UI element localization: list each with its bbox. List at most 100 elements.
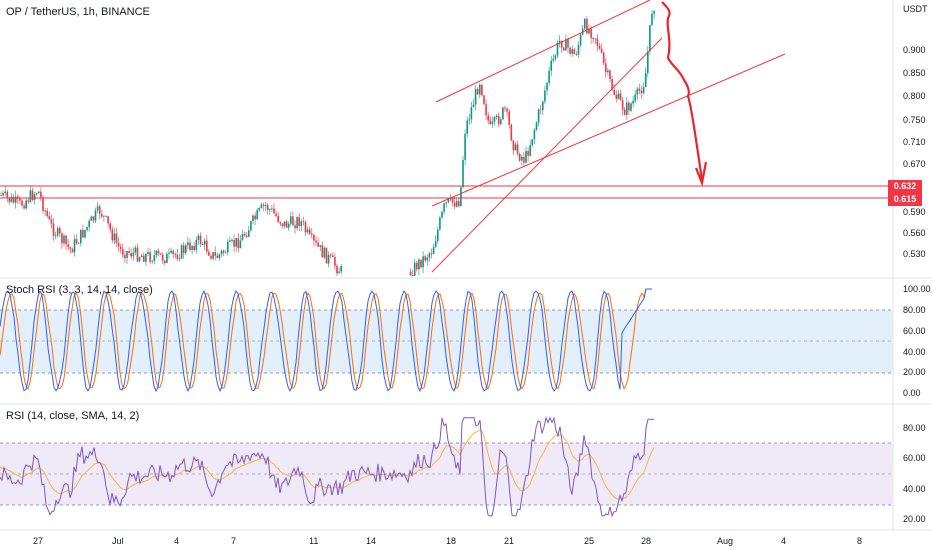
candle-body: [266, 205, 269, 211]
candle-body: [619, 93, 622, 100]
candle-body: [428, 253, 431, 258]
channel-lower-line[interactable]: [431, 53, 786, 207]
candle-body: [21, 200, 23, 206]
price-tick: 0.900: [903, 45, 926, 55]
candle-body: [493, 117, 496, 122]
candle-body: [44, 210, 46, 212]
candle-body: [145, 254, 147, 262]
candle-body: [35, 193, 38, 195]
candle-body: [332, 255, 334, 258]
candle-body: [153, 255, 156, 261]
candle-body: [649, 25, 651, 52]
candle-body: [575, 54, 578, 55]
stoch-tick: 80.00: [903, 305, 926, 315]
candle-body: [50, 219, 53, 224]
time-label: 7: [231, 536, 236, 546]
trend-line[interactable]: [431, 37, 663, 273]
candle-body: [149, 252, 151, 262]
candle-body: [262, 204, 265, 206]
price-scale[interactable]: USDT 0.900 0.850 0.800 0.750 0.710 0.670…: [903, 4, 928, 259]
stoch-rsi-title[interactable]: Stoch RSI (3, 3, 14, 14, close): [6, 284, 153, 296]
candle-body: [502, 107, 504, 120]
candle-body: [19, 198, 21, 201]
candle-body: [313, 234, 315, 241]
candle-body: [537, 109, 540, 123]
time-scale[interactable]: 27 Jul 4 7 11 14 18 21 25 28 Aug 4 8: [33, 536, 862, 546]
candle-body: [319, 245, 321, 247]
candle-body: [283, 221, 286, 226]
time-label: Jul: [112, 536, 124, 546]
candle-body: [103, 215, 105, 217]
candle-body: [258, 207, 261, 211]
candle-body: [65, 235, 67, 245]
candle-body: [113, 233, 116, 241]
candle-body: [491, 121, 494, 124]
candle-body: [420, 259, 422, 268]
candle-body: [451, 197, 454, 203]
candle-body: [552, 58, 555, 61]
candle-body: [539, 109, 542, 111]
candle-body: [206, 240, 208, 252]
candle-body: [138, 257, 141, 262]
time-label: 27: [33, 536, 43, 546]
price-tick: 0.800: [903, 91, 926, 101]
candle-body: [508, 111, 510, 125]
candle-body: [67, 244, 69, 248]
candle-body: [464, 133, 466, 160]
candle-body: [227, 241, 229, 253]
candle-body: [437, 229, 439, 242]
candle-body: [130, 253, 132, 257]
candle-body: [453, 202, 456, 207]
candle-body: [548, 70, 550, 83]
price-tick: 0.710: [903, 137, 926, 147]
candle-body: [556, 42, 559, 56]
symbol-title[interactable]: OP / TetherUS, 1h, BINANCE: [6, 6, 150, 18]
candle-body: [220, 250, 223, 255]
candle-body: [468, 119, 471, 121]
candle-body: [340, 266, 342, 272]
candle-body: [441, 211, 443, 218]
candle-body: [523, 156, 525, 163]
candle-body: [203, 240, 206, 245]
candle-body: [458, 201, 460, 207]
candle-body: [90, 216, 93, 221]
price-tick: 0.670: [903, 159, 926, 169]
candle-body: [455, 201, 458, 207]
candle-body: [418, 259, 420, 270]
candle-body: [126, 250, 128, 259]
candle-body: [281, 223, 284, 226]
candle-body: [644, 73, 647, 88]
candle-body: [241, 233, 244, 241]
candle-body: [275, 213, 277, 217]
candle-body: [216, 255, 219, 258]
currency-label: USDT: [903, 4, 928, 14]
candle-body: [73, 239, 76, 253]
forecast-arrowhead: [694, 161, 708, 187]
candle-body: [178, 258, 181, 260]
candle-body: [306, 229, 309, 233]
candle-body: [235, 238, 237, 247]
candle-body: [210, 255, 212, 259]
price-tick: 0.850: [903, 68, 926, 78]
candle-body: [69, 247, 72, 250]
candle-body: [224, 252, 227, 254]
candle-body: [321, 245, 324, 258]
candle-body: [42, 197, 44, 211]
candle-body: [243, 233, 246, 236]
candle-body: [311, 233, 313, 235]
rsi-title[interactable]: RSI (14, close, SMA, 14, 2): [6, 410, 140, 422]
candle-body: [105, 215, 107, 217]
time-label: 4: [174, 536, 179, 546]
candle-body: [84, 229, 86, 238]
candle-body: [117, 242, 120, 247]
rsi-scale[interactable]: 80.00 60.00 40.00 20.00: [903, 423, 926, 524]
candle-body: [143, 255, 145, 262]
channel-upper-line[interactable]: [435, 0, 651, 103]
stoch-scale[interactable]: 100.00 80.00 60.00 40.00 20.00 0.00: [903, 284, 931, 398]
candle-body: [248, 230, 250, 237]
candle-body: [642, 87, 645, 94]
candle-body: [10, 197, 13, 202]
forecast-arrow[interactable]: [661, 1, 704, 181]
candle-body: [27, 200, 30, 202]
